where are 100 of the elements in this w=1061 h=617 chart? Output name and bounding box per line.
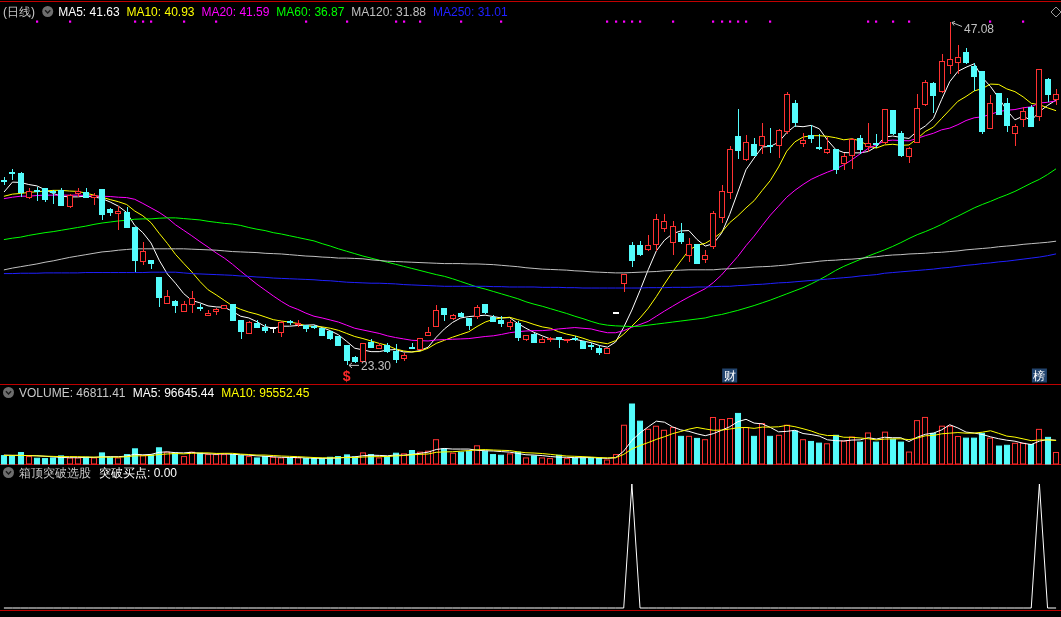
candlestick — [383, 342, 391, 354]
chart-title: VOLUME: 46811.41 — [19, 386, 126, 400]
candlestick — [620, 274, 628, 293]
bar — [1003, 444, 1011, 465]
bar — [33, 457, 41, 465]
candlestick — [897, 130, 905, 158]
candlestick — [734, 108, 742, 160]
bar — [603, 459, 611, 465]
bar — [74, 457, 82, 465]
bar — [587, 457, 595, 465]
candlestick — [1044, 77, 1052, 103]
bar — [897, 441, 905, 465]
candlestick — [1011, 123, 1019, 147]
candlestick — [33, 186, 41, 202]
candlestick — [131, 227, 139, 273]
bar — [90, 457, 98, 465]
bar — [750, 435, 758, 465]
bar — [709, 417, 717, 465]
bar — [766, 435, 774, 465]
candlestick — [408, 342, 416, 350]
candlestick — [416, 337, 424, 351]
candlestick — [277, 320, 285, 338]
candlestick — [595, 344, 603, 356]
candlestick — [237, 320, 245, 340]
candlestick — [823, 136, 831, 155]
bar — [196, 452, 204, 465]
candlestick — [294, 319, 302, 328]
candlestick — [848, 137, 856, 170]
bar — [538, 457, 546, 465]
candlestick — [660, 213, 668, 233]
annotation: 23.30 — [361, 359, 392, 374]
text: MA250: 31.01 — [433, 5, 509, 19]
bar — [970, 437, 978, 465]
bar — [726, 418, 734, 465]
candlestick — [929, 81, 937, 114]
candlestick — [489, 314, 497, 323]
bar — [432, 439, 440, 465]
bar — [620, 424, 628, 465]
candlestick — [986, 94, 994, 130]
x-tick-label: 财 — [723, 369, 736, 383]
bar — [1019, 442, 1027, 465]
candlestick — [791, 99, 799, 128]
candlestick — [440, 308, 448, 322]
chart-title: 箱顶突破选股 — [19, 466, 91, 480]
candlestick — [856, 134, 864, 155]
candlestick — [815, 133, 823, 151]
candlestick — [286, 319, 294, 326]
bar — [840, 440, 848, 465]
candlestick — [171, 299, 179, 314]
bar — [718, 419, 726, 465]
bar — [783, 424, 791, 465]
candlestick — [938, 53, 946, 94]
candlestick — [196, 303, 204, 312]
candlestick — [530, 332, 538, 344]
candlestick — [807, 124, 815, 144]
bar — [489, 454, 497, 465]
bar — [660, 429, 668, 465]
bar — [563, 458, 571, 465]
bar — [449, 452, 457, 465]
candlestick — [163, 289, 171, 305]
bar — [978, 432, 986, 465]
bar — [669, 427, 677, 465]
bar — [995, 445, 1003, 465]
bar — [636, 420, 644, 465]
candlestick — [555, 336, 563, 349]
bar — [261, 456, 269, 465]
bar — [245, 456, 253, 465]
candlestick — [522, 334, 530, 342]
bar — [546, 458, 554, 465]
bar — [269, 456, 277, 465]
text: MA10: 40.93 — [126, 5, 195, 19]
bar — [17, 452, 25, 465]
candlestick — [400, 352, 408, 362]
bar — [921, 416, 929, 465]
bar — [872, 441, 880, 465]
bar — [1035, 428, 1043, 465]
candlestick — [799, 132, 807, 148]
bar — [1052, 451, 1060, 465]
bar — [1044, 436, 1052, 465]
candlestick — [98, 188, 106, 221]
candlestick — [921, 79, 929, 107]
bar — [237, 455, 245, 465]
bar — [775, 434, 783, 465]
candlestick — [832, 148, 840, 175]
candlestick — [881, 108, 889, 145]
candlestick — [783, 91, 791, 135]
candlestick — [359, 342, 367, 363]
bar — [383, 456, 391, 465]
candlestick — [995, 93, 1003, 116]
candlestick — [180, 300, 188, 313]
candlestick — [318, 327, 326, 337]
candlestick — [25, 187, 33, 200]
candlestick — [229, 303, 237, 321]
bar — [791, 430, 799, 465]
candlestick — [652, 213, 660, 252]
candlestick — [449, 313, 457, 321]
bar — [497, 454, 505, 465]
candlestick — [644, 234, 652, 252]
bar — [628, 403, 636, 465]
bar — [652, 425, 660, 465]
